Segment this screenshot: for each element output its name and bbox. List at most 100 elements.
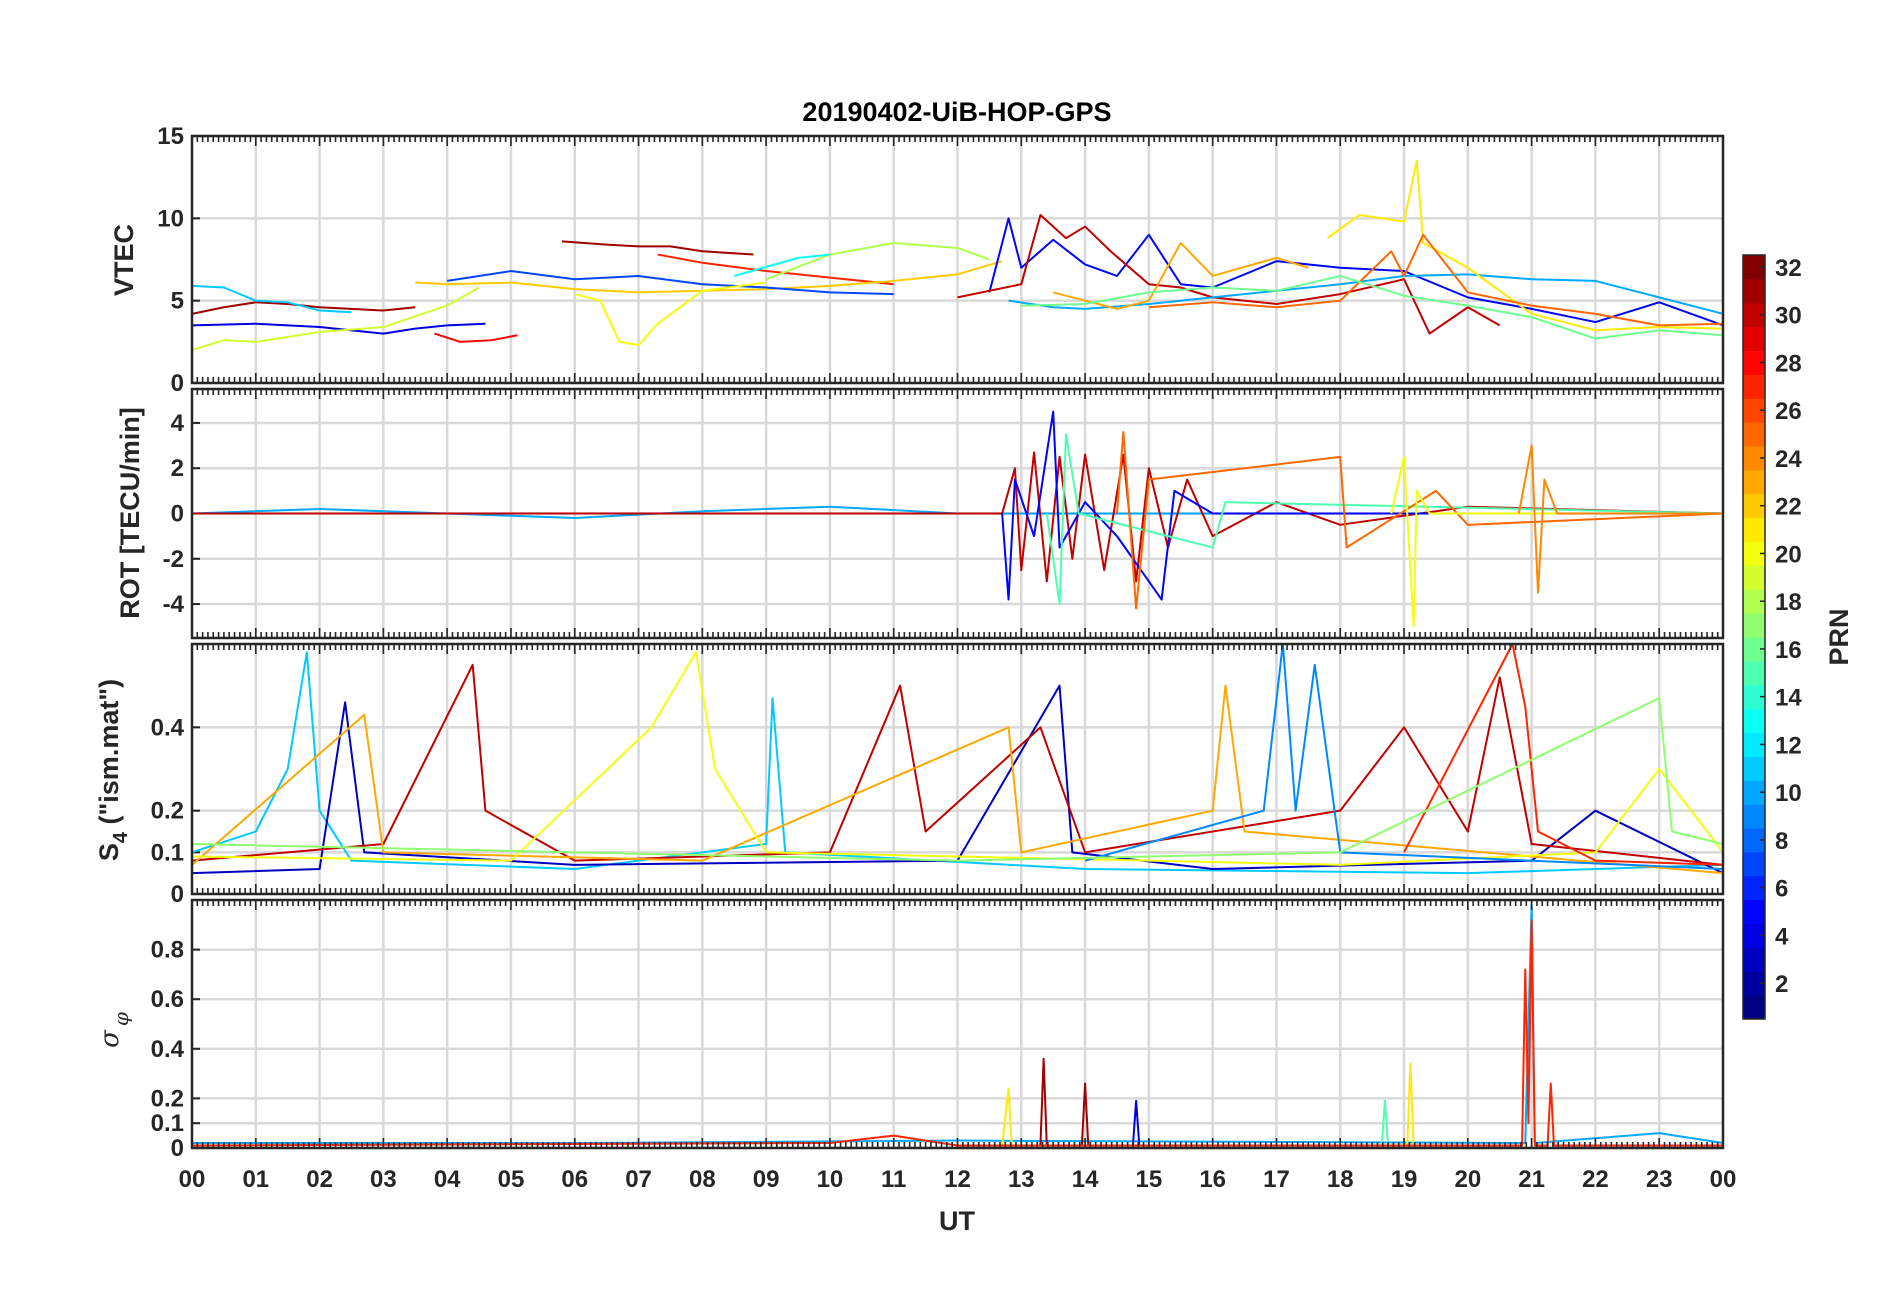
x-tick-label: 08 [689,1166,716,1193]
colorbar-segment-11 [1743,756,1765,781]
colorbar-segment-22 [1743,493,1765,519]
colorbar-tick-label: 30 [1775,303,1802,330]
x-tick-label: 19 [1391,1166,1418,1193]
series-prn-25 [1148,233,1724,327]
axes-box [190,134,1725,385]
colorbar-segment-24 [1743,446,1765,471]
colorbar-segment-7 [1743,851,1765,877]
y-tick-label: 0 [171,1135,184,1162]
colorbar-segment-31 [1743,278,1765,304]
colorbar-tick-label: 16 [1775,637,1802,664]
series-prn-30 [191,663,1724,866]
series-prn-17 [191,697,1724,862]
y-tick-label: -4 [163,591,185,618]
series-prn-7 [447,270,894,296]
colorbar-tick-label: 2 [1775,971,1788,998]
x-tick-label: 10 [817,1166,844,1193]
colorbar-tick-label: 32 [1775,255,1802,282]
series-prn-16 [1021,274,1724,340]
y-tick-label: 0.1 [151,1110,184,1137]
colorbar-tick-label: 12 [1775,732,1802,759]
x-tick-label: 00 [1710,1166,1737,1193]
colorbar-segment-17 [1743,613,1765,638]
colorbar-segment-4 [1743,923,1765,948]
colorbar-segment-2 [1743,971,1765,996]
y-tick-label: 2 [171,455,184,482]
colorbar-segment-23 [1743,469,1765,495]
series-prn-24 [1517,444,1723,594]
series-prn-27 [191,918,1723,1147]
phi-symbol: φ [109,1012,133,1026]
colorbar-segment-18 [1743,589,1765,614]
x-tick-label: 22 [1582,1166,1609,1193]
colorbar-segment-10 [1743,780,1765,805]
panel-s4: 0 0.1 0.2 0.4 [151,642,1725,908]
x-tick-label: 16 [1199,1166,1226,1193]
colorbar-segment-8 [1743,828,1765,853]
x-tick-label: 21 [1518,1166,1545,1193]
y-label-s4: S4 ("ism.mat") [94,679,132,861]
s4-main: S [94,843,124,861]
colorbar-segment-9 [1743,804,1765,829]
colorbar-frame [1742,254,1766,1020]
colorbar-segment-1 [1743,995,1765,1020]
colorbar-segment-21 [1743,517,1765,542]
series-prn-4 [1131,1099,1141,1146]
x-tick-label: 23 [1646,1166,1673,1193]
y-label-rot: ROT [TECU/min] [115,407,145,618]
series-prn-23 [1052,242,1309,310]
x-tick-label: 06 [561,1166,588,1193]
colorbar-segment-14 [1743,684,1765,710]
colorbar-segment-20 [1743,541,1765,566]
series-prn-27 [1403,643,1724,866]
axes-box [190,642,1725,896]
panel-vtec: 0 5 10 15 [157,123,1725,397]
colorbar-tick-label: 4 [1775,923,1789,950]
x-tick-label: 13 [1008,1166,1035,1193]
sigma-symbol: σ [95,1029,125,1048]
colorbar-tick-label: 8 [1775,828,1788,855]
series-prn-15 [1045,433,1724,606]
axes-box [190,898,1725,1150]
colorbar-segment-25 [1743,422,1765,447]
x-axis-label: UT [939,1206,975,1236]
colorbar-segment-32 [1743,255,1765,280]
colorbar-segment-15 [1743,660,1765,686]
x-tick-label: 12 [944,1166,971,1193]
y-tick-label: -2 [163,546,184,573]
y-label-sigma-phi: σφ [95,1012,133,1048]
series-prn-18 [765,242,990,281]
y-tick-label: 0.1 [151,839,184,866]
colorbar-segment-29 [1743,326,1765,351]
colorbar-tick-label: 18 [1775,589,1802,616]
colorbar-segment-19 [1743,565,1765,590]
x-tick-label: 15 [1136,1166,1163,1193]
y-tick-label: 0.4 [151,714,185,741]
colorbar-label: PRN [1824,608,1854,665]
colorbar-tick-label: 22 [1775,494,1802,521]
x-tick-label: 04 [434,1166,461,1193]
colorbar-tick-label: 20 [1775,541,1802,568]
series-prn-20 [1390,455,1723,628]
colorbar-segment-12 [1743,732,1765,757]
x-tick-label: 20 [1454,1166,1481,1193]
colorbar-tick-label: 14 [1775,685,1802,712]
axes-box [190,387,1725,640]
y-label-vtec: VTEC [109,224,139,296]
series-prn-30 [192,451,1724,583]
series-prn-13 [733,253,831,277]
x-tick-label: 07 [625,1166,652,1193]
colorbar-segment-13 [1743,708,1765,733]
colorbar-tick-label: 24 [1775,446,1802,473]
series-prn-3 [191,684,1724,875]
series-prn-31 [561,240,754,256]
series-prn-19 [191,286,480,352]
colorbar-segment-27 [1743,374,1765,399]
y-tick-label: 0 [171,501,184,528]
series-prn-30 [957,214,1501,335]
series-prn-11 [191,284,352,314]
x-tick-label: 11 [881,1166,906,1193]
series-prn-20 [191,651,1724,866]
series-prn-20 [574,281,767,347]
